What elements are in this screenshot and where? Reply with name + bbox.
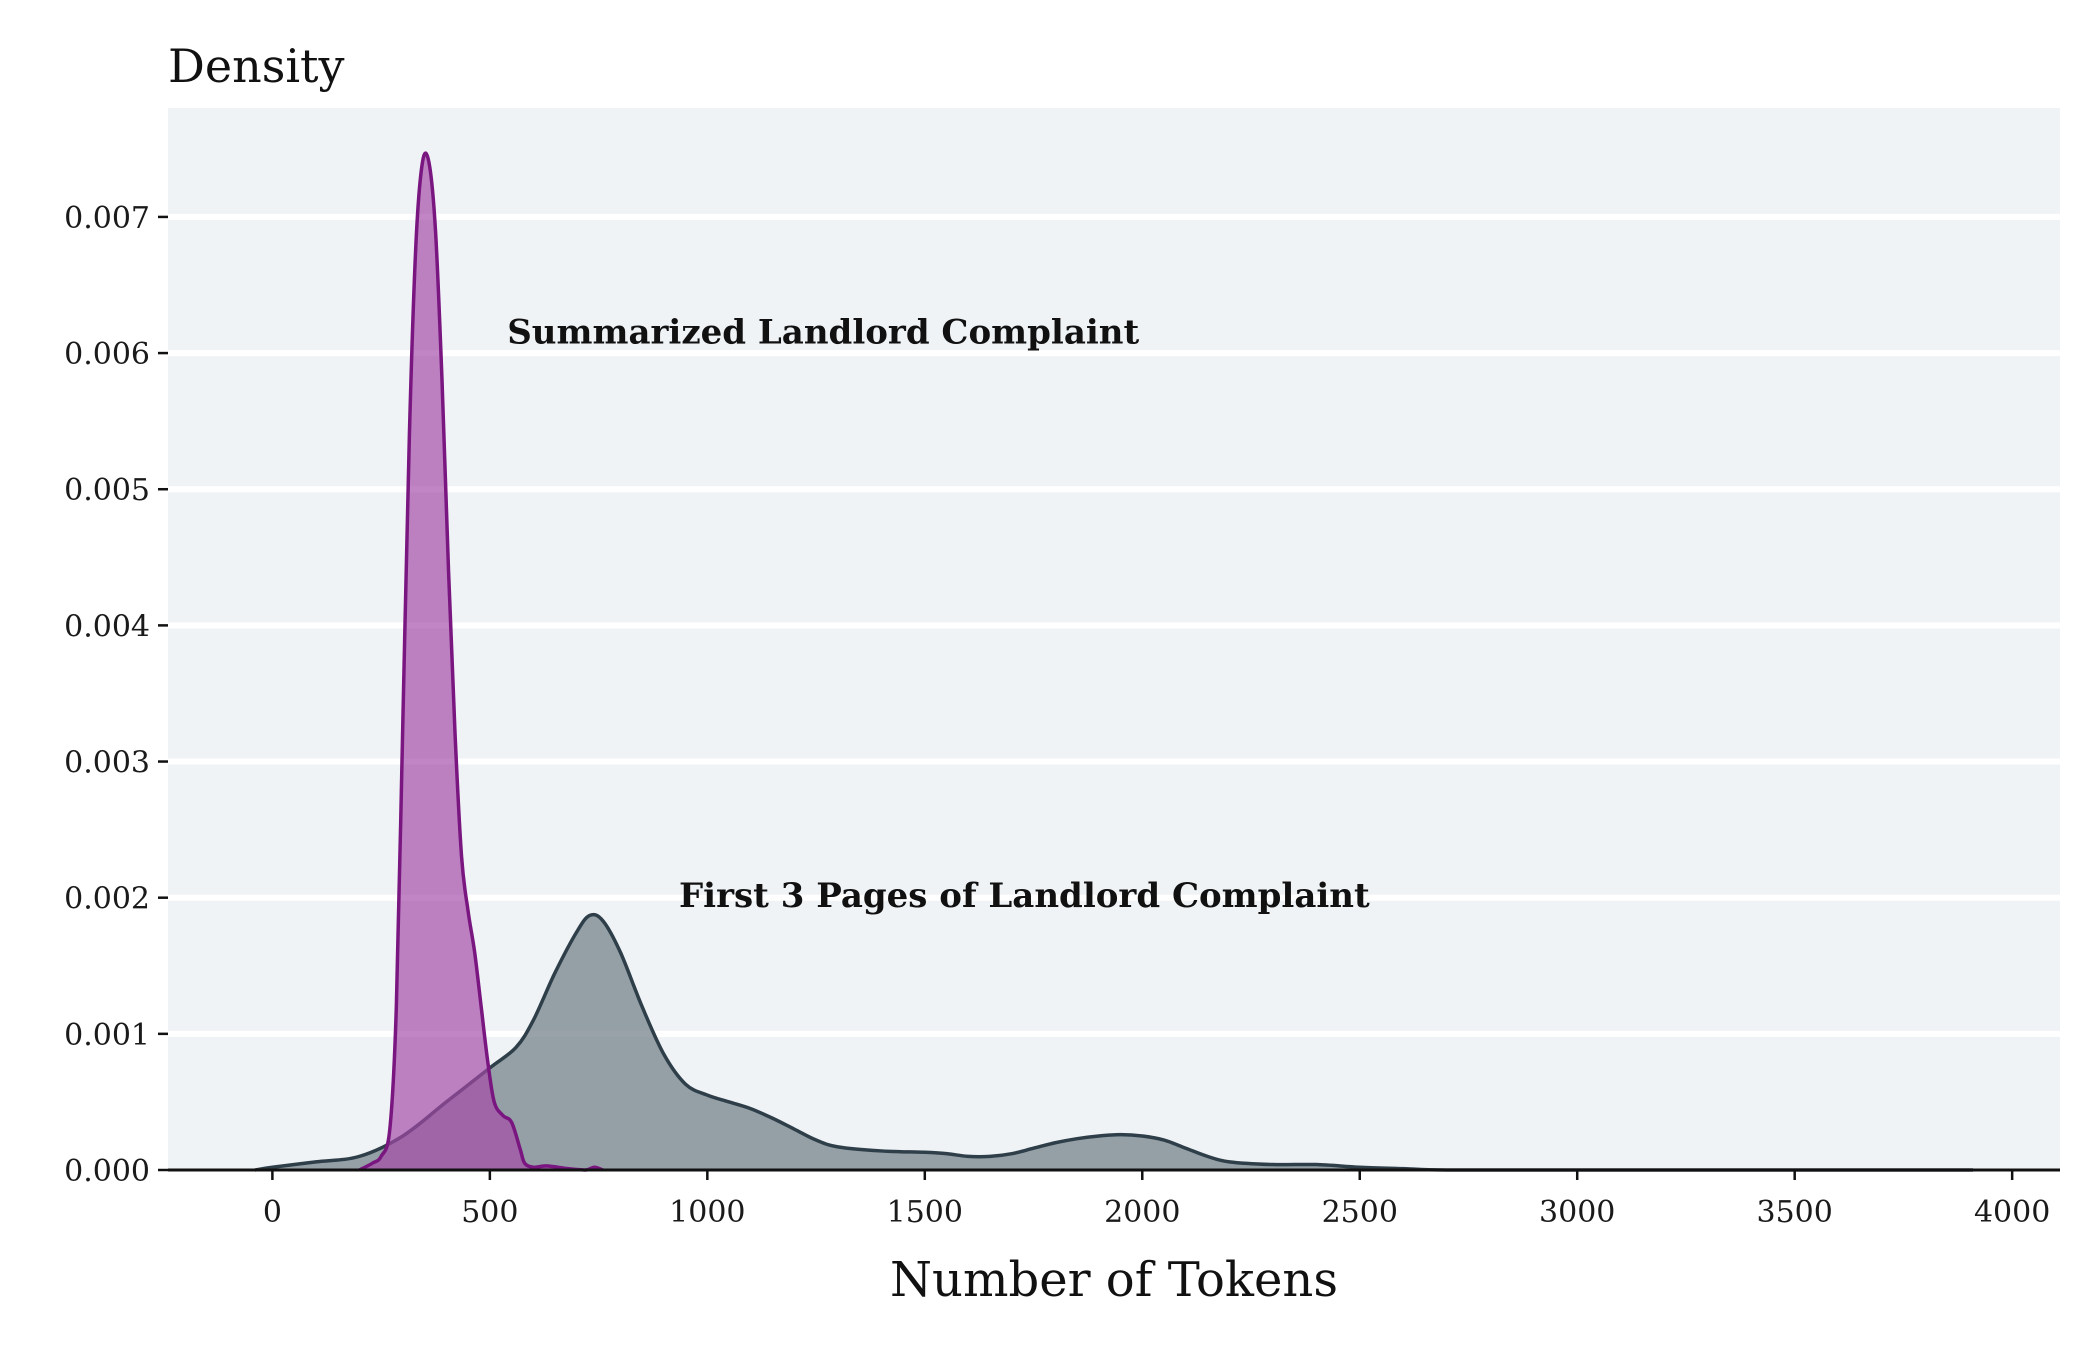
x-tick-label-8: 4000 xyxy=(1974,1195,2050,1230)
x-tick-label-7: 3500 xyxy=(1757,1195,1833,1230)
y-tick-label-1: 0.001 xyxy=(64,1018,150,1053)
y-axis-title: Density xyxy=(168,39,345,93)
y-tick-label-0: 0.000 xyxy=(64,1154,150,1189)
area-summary xyxy=(359,153,603,1171)
annotations: Summarized Landlord Complaint First 3 Pag… xyxy=(507,313,1370,917)
x-tick-label-5: 2500 xyxy=(1322,1195,1398,1230)
x-tick-label-1: 500 xyxy=(461,1195,518,1230)
x-tick-label-0: 0 xyxy=(263,1195,282,1230)
annotation-1: First 3 Pages of Landlord Complaint xyxy=(679,876,1370,916)
annotation-0: Summarized Landlord Complaint xyxy=(507,313,1139,353)
x-axis-title: Number of Tokens xyxy=(890,1252,1338,1308)
x-tick-label-3: 1500 xyxy=(887,1195,963,1230)
y-tick-label-4: 0.004 xyxy=(64,609,150,644)
plot-background xyxy=(168,108,2060,1170)
y-tick-label-3: 0.003 xyxy=(64,746,150,781)
y-tick-label-7: 0.007 xyxy=(64,201,150,236)
y-tick-label-2: 0.002 xyxy=(64,882,150,917)
x-tick-label-2: 1000 xyxy=(669,1195,745,1230)
density-curves xyxy=(254,151,1974,1172)
axes: 0 500 1000 1500 2000 2500 3000 3500 4000 0.000 0.0… xyxy=(64,201,2060,1230)
line-summary xyxy=(358,151,604,1172)
y-tick-label-5: 0.005 xyxy=(64,473,150,508)
x-tick-label-6: 3000 xyxy=(1539,1195,1615,1230)
line-first3 xyxy=(254,912,1974,1172)
area-first3 xyxy=(254,914,1974,1170)
x-tick-label-4: 2000 xyxy=(1104,1195,1180,1230)
y-tick-label-6: 0.006 xyxy=(64,337,150,372)
